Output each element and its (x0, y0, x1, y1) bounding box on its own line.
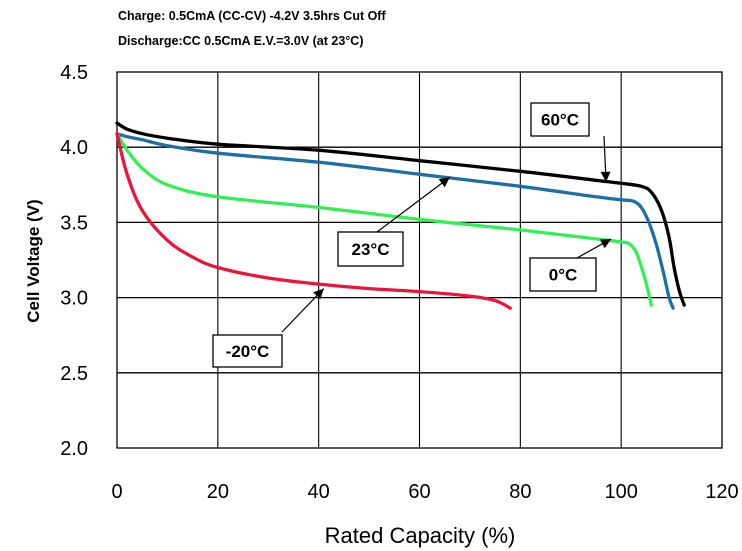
y-axis-title: Cell Voltage (V) (24, 199, 43, 322)
x-tick-label: 120 (705, 481, 738, 503)
annotation-arrows (281, 135, 612, 333)
annotation-label: 23°C (352, 240, 390, 259)
plot-frame (116, 71, 723, 449)
series-line-0c (115, 132, 654, 307)
discharge-condition-text: Discharge:CC 0.5CmA E.V.=3.0V (at 23°C) (118, 34, 364, 48)
y-tick-label: 3.5 (60, 212, 88, 234)
annotation-arrowhead (313, 288, 324, 300)
x-tick-label: 0 (111, 481, 122, 503)
series-line-60c (115, 121, 686, 307)
annotation-label: 0°C (549, 266, 578, 285)
y-tick-label: 3.0 (60, 288, 88, 310)
annotation-label: 60°C (541, 111, 579, 130)
x-tick-label: 80 (509, 481, 531, 503)
annotation-label-box (212, 334, 283, 368)
series-line-23c (115, 132, 675, 310)
series-line--20c (115, 132, 512, 310)
annotation-arrowhead (599, 238, 612, 249)
annotation-label-box (337, 231, 404, 267)
annotation-label: -20°C (226, 342, 270, 361)
x-tick-label: 20 (207, 481, 229, 503)
series-lines (115, 121, 686, 310)
y-tick-label: 4.0 (60, 137, 88, 159)
annotation-labels: 60°C 23°C 0°C -20°C (212, 102, 597, 368)
chart-grid (117, 72, 722, 448)
charge-condition-text: Charge: 0.5CmA (CC-CV) -4.2V 3.5hrs Cut … (118, 9, 386, 23)
annotation-arrow-line (376, 176, 451, 233)
annotation-arrow-line (281, 288, 325, 333)
y-tick-label: 2.0 (60, 438, 88, 460)
y-tick-labels: 2.0 2.5 3.0 3.5 4.0 4.5 (60, 62, 88, 460)
annotation-arrowhead (438, 177, 450, 188)
x-axis-title: Rated Capacity (%) (325, 523, 516, 548)
x-tick-label: 40 (308, 481, 330, 503)
annotation-arrowhead (600, 171, 611, 182)
x-tick-label: 60 (408, 481, 430, 503)
x-tick-label: 100 (604, 481, 637, 503)
y-tick-label: 2.5 (60, 363, 88, 385)
x-tick-labels: 0 20 40 60 80 100 120 (111, 481, 738, 503)
y-tick-label: 4.5 (60, 62, 88, 84)
annotation-label-box (530, 102, 590, 137)
annotation-label-box (529, 257, 597, 292)
